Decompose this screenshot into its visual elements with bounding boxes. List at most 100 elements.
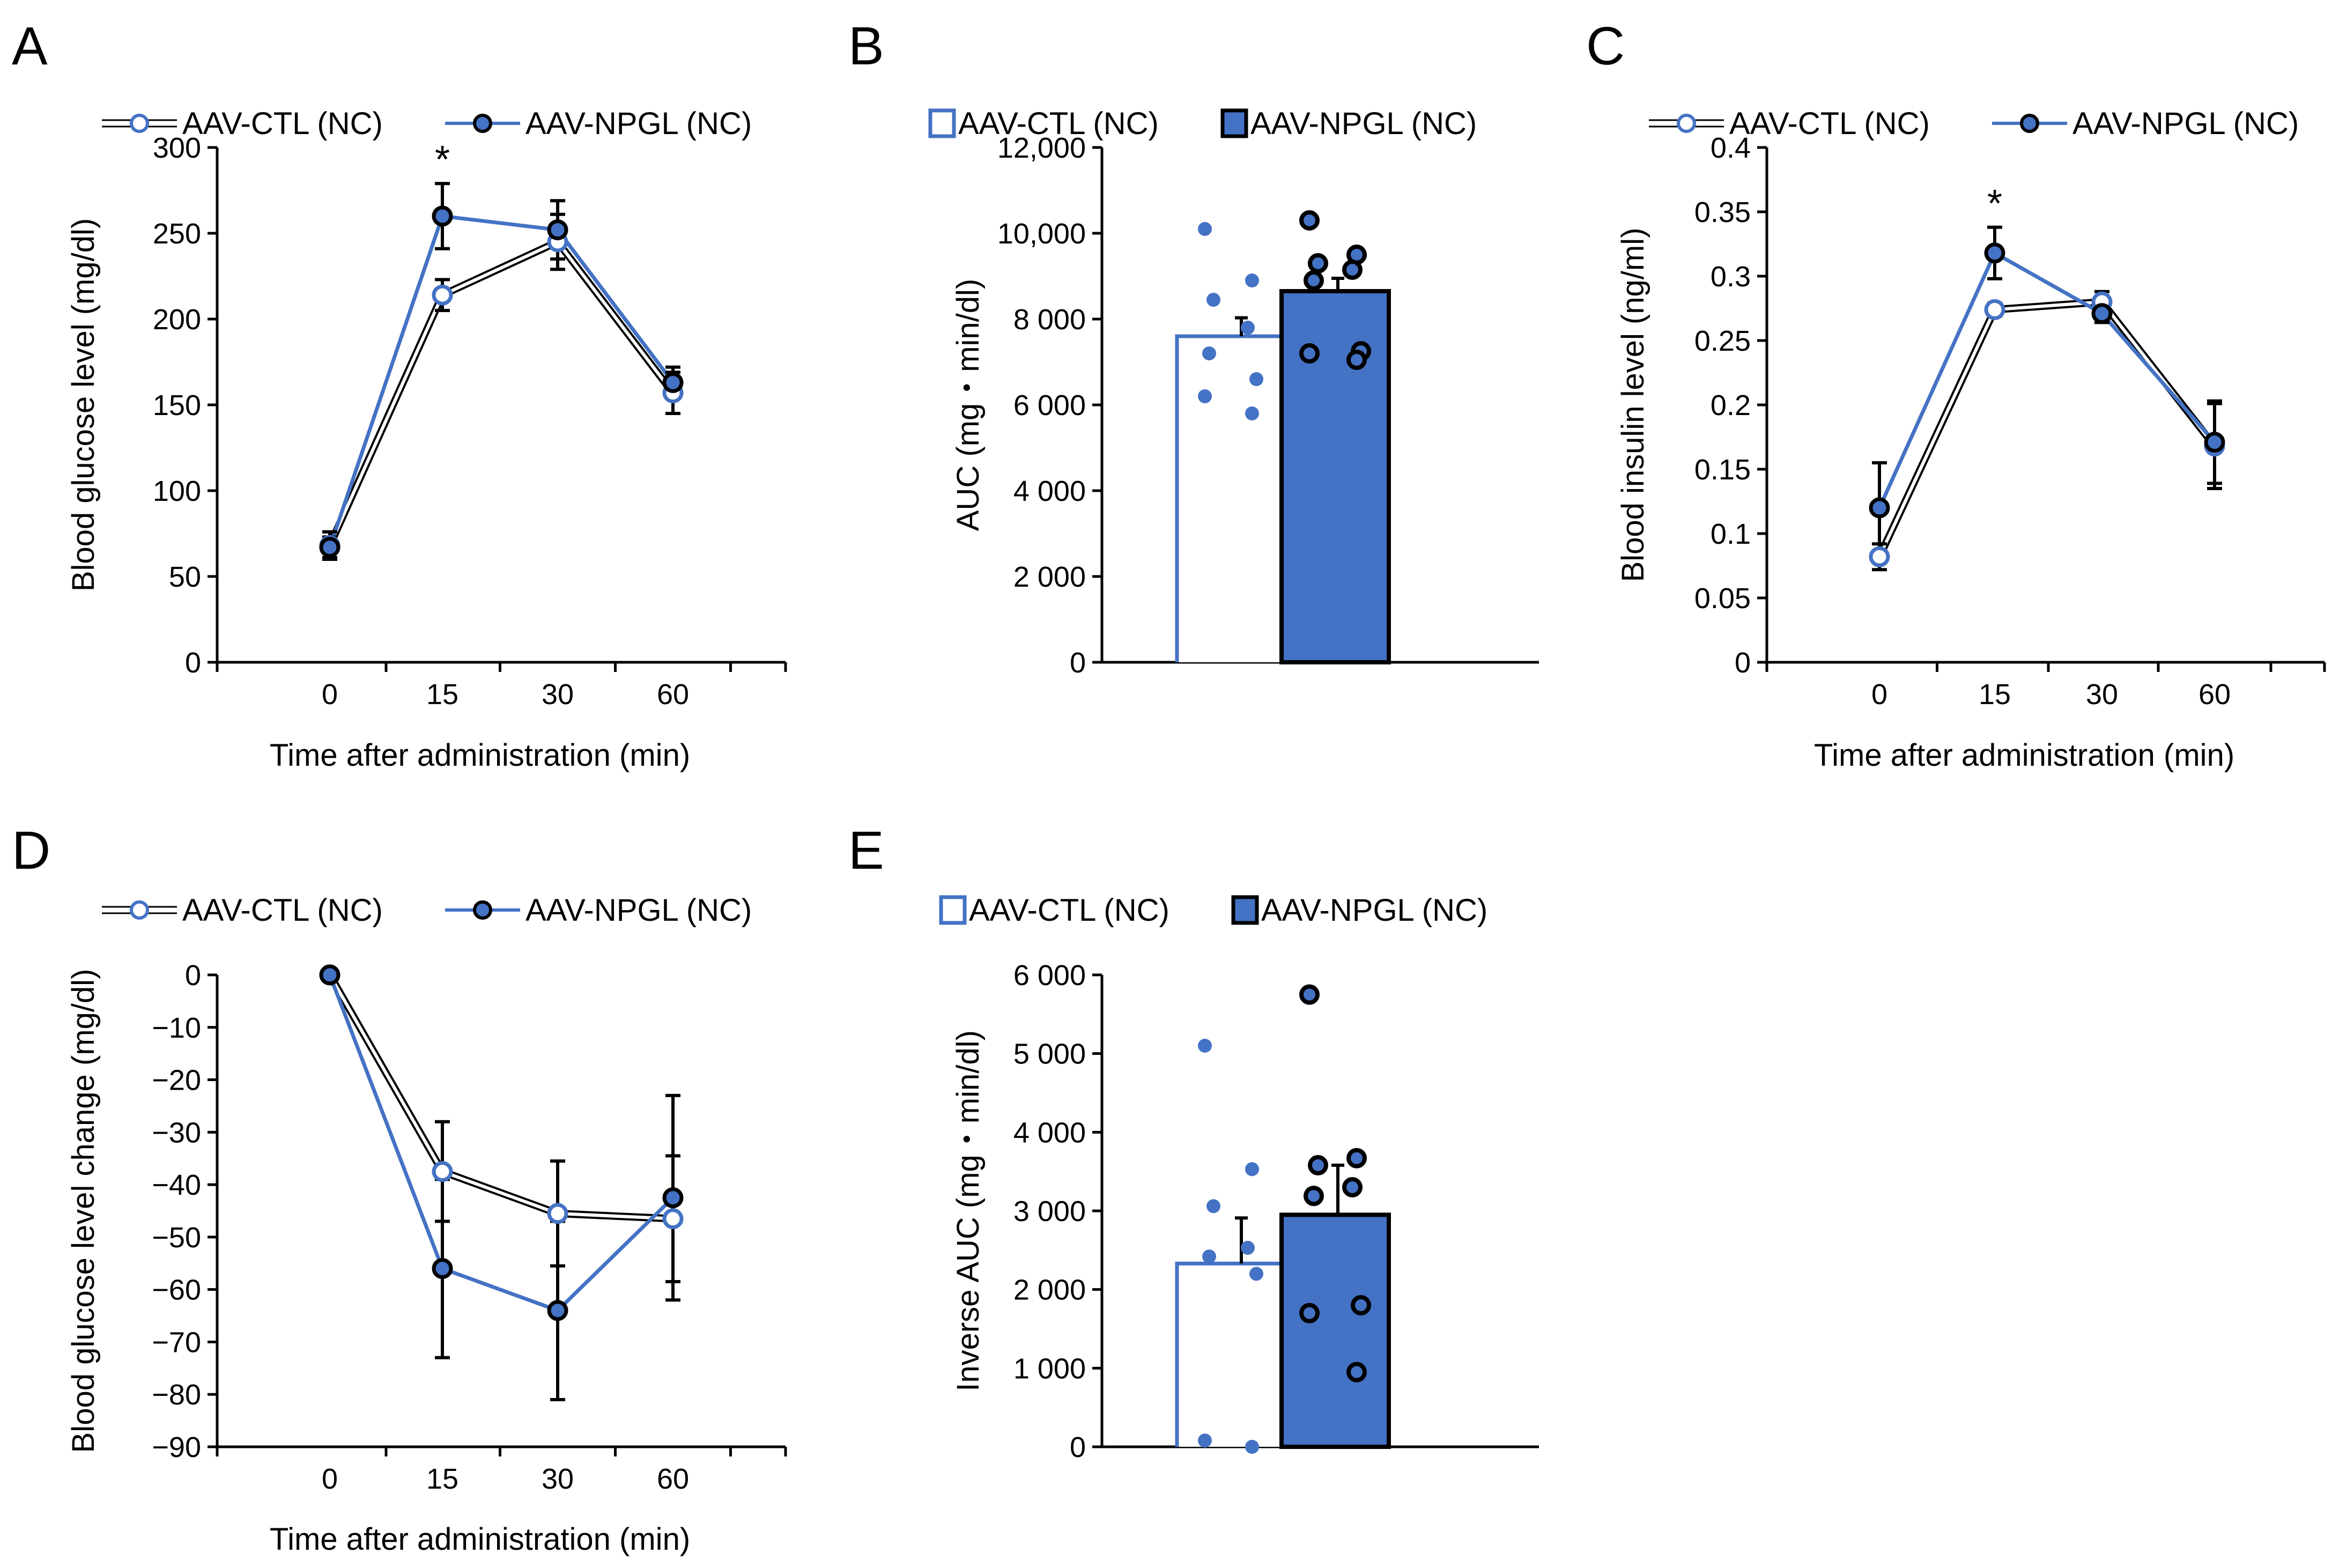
panel-a-legend-ctl-marker bbox=[130, 114, 149, 133]
panel-c-series-npgl-point bbox=[2204, 432, 2225, 453]
panel-c-y-tick-label: 0.4 bbox=[1711, 132, 1751, 164]
panel-a-legend-npgl-label: AAV-NPGL (NC) bbox=[525, 106, 752, 141]
panel-e-npgl-data-point bbox=[1299, 1303, 1320, 1323]
panel-b-legend-npgl-swatch bbox=[1220, 108, 1248, 138]
panel-b-ctl-data-point bbox=[1198, 389, 1212, 403]
panel-e-y-tick-label: 1 000 bbox=[1013, 1352, 1086, 1385]
panel-e-y-tick-label: 2 000 bbox=[1013, 1274, 1086, 1306]
panel-b-y-tick-label: 0 bbox=[1070, 647, 1086, 679]
panel-a-y-tick-label: 100 bbox=[153, 475, 201, 507]
panel-e-legend-ctl-swatch bbox=[939, 895, 967, 925]
panel-e-npgl-data-point bbox=[1342, 1177, 1363, 1197]
panel-e-ctl-data-point bbox=[1249, 1267, 1263, 1281]
panel-e-ctl-data-point bbox=[1241, 1240, 1255, 1255]
panel-d-series-ctl-line bbox=[328, 974, 673, 1221]
panel-e-legend-npgl-label: AAV-NPGL (NC) bbox=[1261, 893, 1487, 928]
panel-d-x-tick-label: 60 bbox=[657, 1463, 689, 1495]
panel-b-ctl-data-point bbox=[1245, 406, 1259, 420]
panel-d-y-tick-label: −70 bbox=[152, 1326, 201, 1358]
panel-e-ctl-data-point bbox=[1245, 1162, 1259, 1177]
panel-d-legend-npgl-label: AAV-NPGL (NC) bbox=[525, 893, 752, 928]
panel-a-x-tick-label: 60 bbox=[657, 678, 689, 711]
panel-d-series-npgl-point bbox=[319, 964, 340, 986]
panel-b-ctl-data-point bbox=[1245, 273, 1259, 287]
panel-c-letter: C bbox=[1586, 16, 1625, 76]
panel-e-npgl-data-point bbox=[1346, 1148, 1367, 1168]
panel-b-bar-ctl bbox=[1175, 334, 1286, 662]
panel-d-series-npgl-point bbox=[432, 1258, 453, 1279]
panel-b-npgl-data-point bbox=[1299, 210, 1320, 231]
panel-a-series-npgl-line bbox=[328, 214, 675, 548]
panel-e-bar-npgl bbox=[1279, 1212, 1391, 1449]
panel-d-y-tick-label: −10 bbox=[152, 1012, 201, 1044]
panel-e-npgl-data-point bbox=[1351, 1295, 1371, 1315]
panel-a-series-ctl-point bbox=[432, 284, 453, 306]
panel-b-ctl-data-point bbox=[1241, 321, 1255, 335]
panel-a-x-axis-title: Time after administration (min) bbox=[270, 738, 690, 773]
panel-a-y-tick-label: 250 bbox=[153, 218, 201, 250]
panel-b-legend-ctl-swatch bbox=[928, 108, 956, 138]
panel-e-legend-npgl-swatch bbox=[1231, 895, 1259, 925]
panel-d-series-npgl-point bbox=[662, 1187, 684, 1209]
panel-d-letter: D bbox=[12, 820, 50, 881]
panel-e-npgl-data-point bbox=[1346, 1362, 1367, 1382]
panel-a-legend-npgl-marker bbox=[473, 114, 492, 133]
panel-c-series-ctl-line bbox=[1878, 300, 2216, 558]
panel-b-npgl-data-point bbox=[1308, 253, 1328, 273]
panel-c-y-tick-label: 0 bbox=[1735, 647, 1751, 679]
panel-e-y-tick-label: 5 000 bbox=[1013, 1038, 1086, 1070]
panel-e-letter: E bbox=[848, 820, 884, 881]
panel-a-legend-ctl-label: AAV-CTL (NC) bbox=[182, 106, 383, 141]
panel-b-legend-npgl-label: AAV-NPGL (NC) bbox=[1250, 106, 1477, 141]
panel-e-ctl-data-point bbox=[1206, 1199, 1220, 1214]
panel-a-x-tick-label: 30 bbox=[542, 678, 574, 711]
panel-a-series-npgl-point bbox=[662, 372, 684, 393]
panel-e-y-tick-label: 6 000 bbox=[1013, 959, 1086, 992]
panel-c-series-ctl-point bbox=[1869, 546, 1890, 567]
panel-c-legend-ctl-marker bbox=[1677, 114, 1696, 133]
panel-c-y-tick-label: 0.2 bbox=[1711, 389, 1751, 421]
panel-c-y-tick-label: 0.15 bbox=[1694, 454, 1751, 486]
panel-a-x-tick-label: 15 bbox=[426, 678, 458, 711]
panel-e-y-tick-label: 3 000 bbox=[1013, 1195, 1086, 1227]
panel-c-x-tick-label: 0 bbox=[1871, 678, 1887, 711]
panel-e-bar-chart: E AAV-CTL (NC) AAV-NPGL (NC) 0 1 000 2 000 3 0… bbox=[848, 820, 1539, 1463]
panel-a-series-npgl-point bbox=[547, 219, 568, 241]
panel-a-series-npgl-point bbox=[432, 205, 453, 227]
panel-b-y-tick-label: 6 000 bbox=[1013, 389, 1086, 421]
panel-b-y-tick-label: 10,000 bbox=[997, 218, 1086, 250]
panel-c-y-tick-label: 0.1 bbox=[1711, 518, 1751, 550]
panel-b-y-axis-title: AUC (mg・min/dl) bbox=[951, 279, 986, 531]
panel-d-y-tick-label: −80 bbox=[152, 1379, 201, 1411]
panel-b-ctl-data-point bbox=[1249, 372, 1263, 386]
panel-d-y-axis-title: Blood glucose level change (mg/dl) bbox=[66, 969, 101, 1453]
panel-d-series-ctl-point bbox=[662, 1208, 684, 1230]
panel-c-x-axis-title: Time after administration (min) bbox=[1814, 738, 2234, 773]
panel-d-series-npgl-line bbox=[328, 974, 675, 1313]
panel-c-x-tick-label: 30 bbox=[2086, 678, 2118, 711]
panel-a-y-tick-label: 300 bbox=[153, 132, 201, 164]
panel-a-letter: A bbox=[12, 16, 48, 76]
panel-b-ctl-data-point bbox=[1206, 293, 1220, 307]
panel-d-line-chart: D AAV-CTL (NC) AAV-NPGL (NC) −90 −80 −70 −60 −5… bbox=[12, 820, 787, 1557]
panel-d-series-ctl-point bbox=[432, 1161, 453, 1182]
panel-e-npgl-data-point bbox=[1304, 1186, 1324, 1207]
panel-d-y-tick-label: −90 bbox=[152, 1431, 201, 1463]
panel-e-ctl-data-point bbox=[1198, 1433, 1212, 1448]
panel-c-x-tick-label: 60 bbox=[2198, 678, 2231, 711]
panel-b-bar-chart: B AAV-CTL (NC) AAV-NPGL (NC) 0 2 000 4 000 6 0… bbox=[848, 16, 1539, 679]
panel-a-significance-marker: * bbox=[435, 138, 450, 181]
panel-d-x-tick-label: 30 bbox=[542, 1463, 574, 1495]
panel-b-npgl-data-point bbox=[1304, 270, 1324, 291]
panel-d-y-tick-label: −20 bbox=[152, 1064, 201, 1097]
panel-a-y-tick-label: 0 bbox=[185, 647, 201, 679]
panel-d-y-tick-label: −40 bbox=[152, 1169, 201, 1201]
panel-a-y-tick-label: 150 bbox=[153, 389, 201, 421]
panel-a-x-tick-label: 0 bbox=[322, 678, 338, 711]
panel-b-bar-npgl bbox=[1279, 289, 1391, 664]
panel-c-series-npgl-point bbox=[1984, 242, 2005, 264]
panel-c-legend-npgl-label: AAV-NPGL (NC) bbox=[2072, 106, 2299, 141]
panel-d-y-tick-label: −30 bbox=[152, 1116, 201, 1149]
